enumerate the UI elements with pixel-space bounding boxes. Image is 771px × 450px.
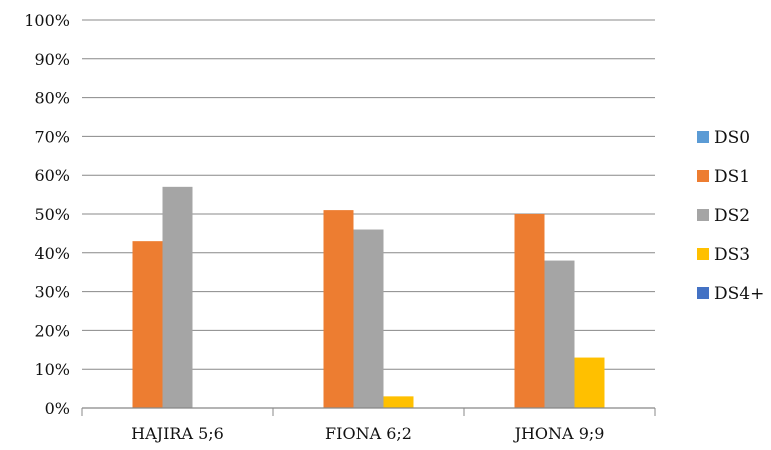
y-tick-label: 70%: [34, 127, 70, 146]
x-axis-category-labels: HAJIRA 5;6 FIONA 6;2 JHONA 9;9: [131, 424, 604, 443]
bar-ds2-2: [545, 261, 575, 408]
y-tick-label: 80%: [34, 89, 70, 108]
legend-label: DS3: [714, 245, 750, 265]
y-tick-label: 60%: [34, 166, 70, 185]
y-tick-label: 20%: [34, 321, 70, 340]
legend: DS0 DS1 DS2 DS3 DS4+: [697, 128, 764, 304]
bar-ds1-1: [324, 210, 354, 408]
y-tick-label: 50%: [34, 205, 70, 224]
bar-ds1-2: [515, 214, 545, 408]
bar-ds3-1: [384, 396, 414, 408]
x-category-label: JHONA 9;9: [513, 424, 605, 443]
y-tick-label: 100%: [24, 11, 70, 30]
x-axis: [82, 408, 655, 416]
legend-swatch: [697, 287, 709, 299]
legend-swatch: [697, 131, 709, 143]
bar-ds2-1: [354, 230, 384, 408]
legend-label: DS2: [714, 206, 750, 226]
bar-ds3-2: [575, 358, 605, 408]
x-category-label: FIONA 6;2: [325, 424, 412, 443]
x-category-label: HAJIRA 5;6: [131, 424, 224, 443]
legend-swatch: [697, 170, 709, 182]
y-tick-label: 30%: [34, 283, 70, 302]
y-tick-label: 0%: [45, 399, 70, 418]
bars: [133, 187, 605, 408]
y-tick-label: 10%: [34, 360, 70, 379]
legend-label: DS4+: [714, 284, 764, 304]
legend-swatch: [697, 209, 709, 221]
legend-label: DS1: [714, 167, 750, 187]
y-axis-tick-labels: 0% 10% 20% 30% 40% 50% 60% 70% 80% 90% 100%: [24, 11, 70, 418]
legend-swatch: [697, 248, 709, 260]
y-tick-label: 40%: [34, 244, 70, 263]
legend-label: DS0: [714, 128, 750, 148]
y-tick-label: 90%: [34, 50, 70, 69]
bar-ds2-0: [163, 187, 193, 408]
bar-ds1-0: [133, 241, 163, 408]
